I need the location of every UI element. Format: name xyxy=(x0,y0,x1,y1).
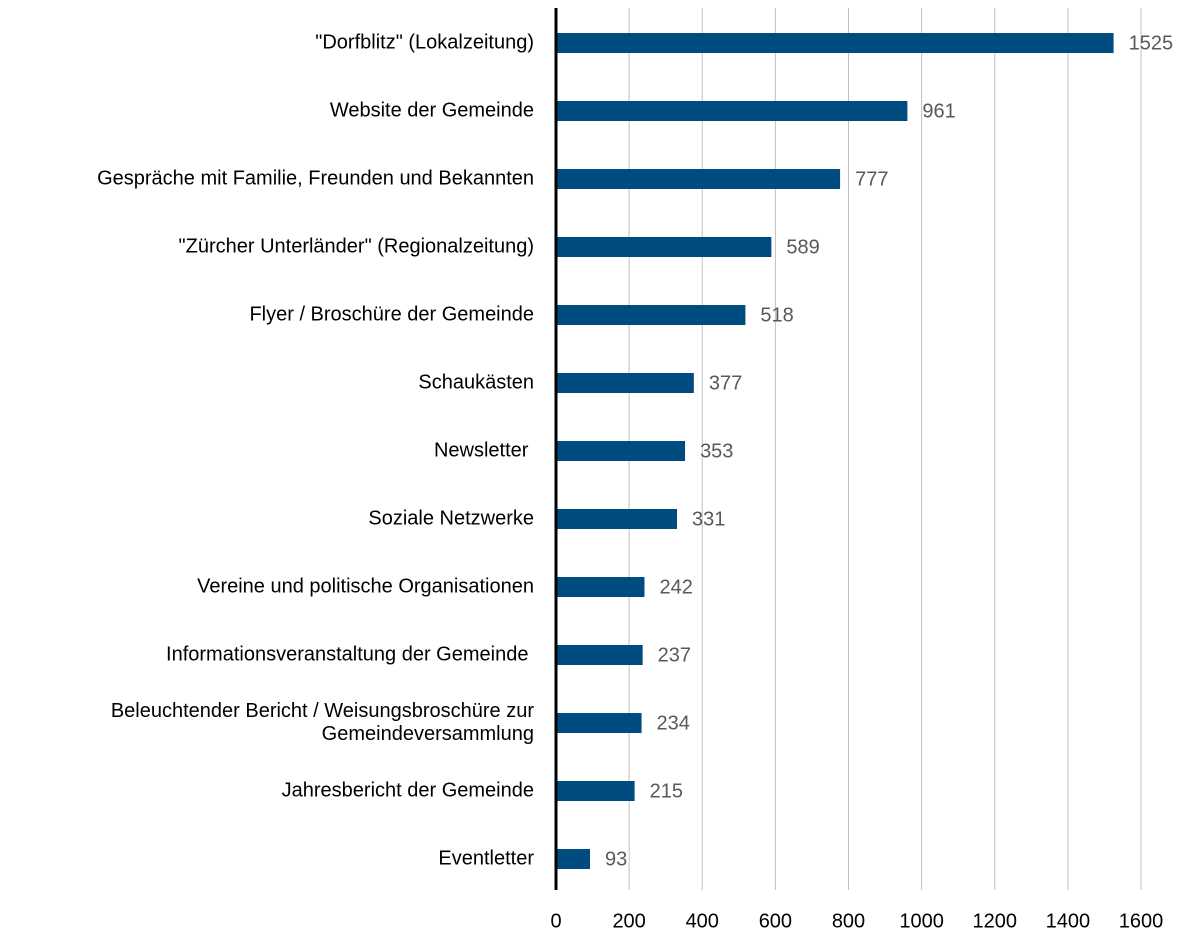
bar xyxy=(556,577,645,597)
bar xyxy=(556,33,1114,53)
y-tick-label: "Dorfblitz" (Lokalzeitung) xyxy=(315,31,534,54)
y-tick-label: Gespräche mit Familie, Freunden und Beka… xyxy=(97,167,534,190)
bar xyxy=(556,237,772,257)
y-tick-label: Newsletter xyxy=(433,439,534,462)
bar xyxy=(556,509,678,529)
bar xyxy=(556,373,694,393)
bar xyxy=(556,849,591,869)
x-tick-label: 1600 xyxy=(1119,910,1164,932)
y-tick-label: Eventletter xyxy=(438,847,534,870)
bar xyxy=(556,169,841,189)
value-label: 234 xyxy=(657,712,690,734)
value-label: 377 xyxy=(709,372,742,394)
y-tick-label: Website der Gemeinde xyxy=(329,99,534,122)
x-tick-label: 1400 xyxy=(1046,910,1091,932)
x-tick-label: 1200 xyxy=(973,910,1018,932)
value-label: 518 xyxy=(760,304,793,326)
y-tick-label: Informationsveranstaltung der Gemeinde xyxy=(166,643,534,666)
bar xyxy=(556,781,635,801)
bar xyxy=(556,441,686,461)
value-label: 242 xyxy=(659,576,692,598)
value-label: 589 xyxy=(786,236,819,258)
x-tick-label: 1000 xyxy=(899,910,944,932)
x-tick-label: 0 xyxy=(550,910,561,932)
y-tick-label: Jahresbericht der Gemeinde xyxy=(281,779,534,802)
value-label: 353 xyxy=(700,440,733,462)
bar xyxy=(556,305,746,325)
value-label: 1525 xyxy=(1129,32,1174,54)
y-tick-label: "Zürcher Unterländer" (Regionalzeitung) xyxy=(178,235,534,258)
y-tick-label: Beleuchtender Bericht / Weisungsbroschür… xyxy=(110,700,534,745)
x-tick-label: 200 xyxy=(612,910,645,932)
y-tick-label: Soziale Netzwerke xyxy=(368,507,534,530)
value-label: 331 xyxy=(692,508,725,530)
value-label: 777 xyxy=(855,168,888,190)
x-tick-label: 600 xyxy=(759,910,792,932)
y-tick-label: Schaukästen xyxy=(418,371,534,394)
value-label: 961 xyxy=(922,100,955,122)
value-label: 237 xyxy=(658,644,691,666)
x-tick-label: 400 xyxy=(686,910,719,932)
bar xyxy=(556,713,642,733)
y-tick-label: Vereine und politische Organisationen xyxy=(197,575,534,598)
value-label: 93 xyxy=(605,848,627,870)
value-label: 215 xyxy=(650,780,683,802)
bar xyxy=(556,645,643,665)
bar xyxy=(556,101,908,121)
x-tick-label: 800 xyxy=(832,910,865,932)
y-tick-label: Flyer / Broschüre der Gemeinde xyxy=(249,303,534,326)
